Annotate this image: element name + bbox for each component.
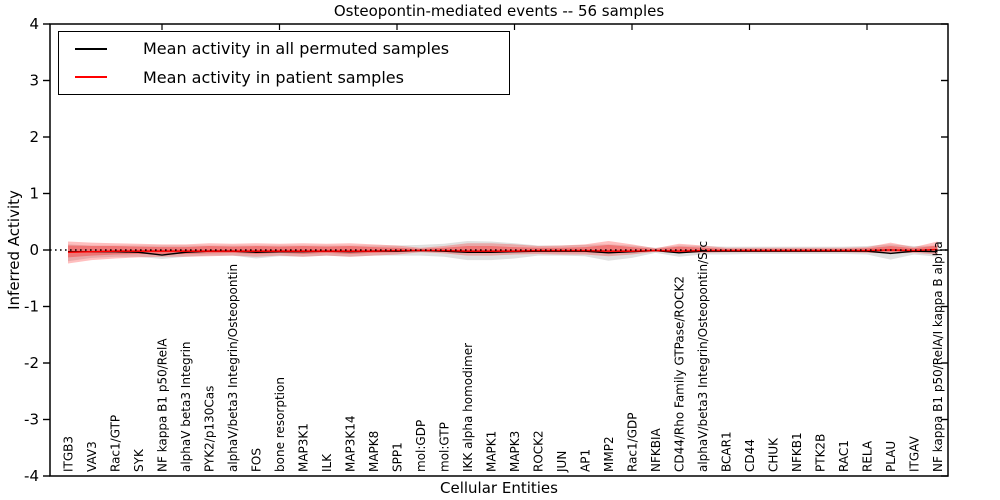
x-category-label: MAP3K1 [297,423,311,472]
y-tick-label: -3 [24,411,39,429]
x-category-label: AP1 [579,449,593,472]
y-tick-label: 4 [29,15,39,33]
x-category-label: mol:GTP [438,422,452,472]
x-category-label: bone resorption [273,377,287,472]
legend-line-red [75,76,107,79]
x-category-label: PLAU [884,441,898,472]
y-tick-label: -2 [24,354,39,372]
y-tick-label: 0 [29,241,39,259]
x-category-label: ITGB3 [62,436,76,472]
x-category-label: JUN [555,451,569,473]
legend-line-black [75,47,107,50]
legend-box: Mean activity in all permuted samples Me… [58,31,510,95]
chart-title: Osteopontin-mediated events -- 56 sample… [333,2,665,20]
x-category-label: mol:GDP [414,420,428,472]
legend-label: Mean activity in patient samples [143,67,404,87]
x-category-label: NF kappa B1 p50/RelA [156,338,170,472]
x-category-label: alphaV beta3 Integrin [179,341,193,472]
x-category-label: IKK alpha homodimer [461,343,475,472]
x-category-label: PYK2/p130Cas [203,386,217,472]
y-tick-label: 2 [29,128,39,146]
y-axis-label: Inferred Activity [5,190,23,310]
x-category-label: NF kappa B1 p50/RelA/I kappa B alpha [931,241,945,472]
x-category-label: MAPK3 [508,431,522,472]
y-tick-label: 3 [29,72,39,90]
x-category-label: CHUK [767,437,781,472]
x-category-label: alphaV/beta3 Integrin/Osteopontin [226,264,240,472]
y-tick-label: 1 [29,185,39,203]
x-category-label: MMP2 [602,436,616,472]
x-category-label: Rac1/GDP [626,413,640,472]
x-category-label: RAC1 [837,440,851,472]
x-category-label: ITGAV [908,435,922,472]
x-category-label: MAPK1 [485,431,499,472]
x-category-label: ILK [320,453,334,472]
y-tick-label: -4 [24,467,39,485]
x-category-label: BCAR1 [720,431,734,472]
x-category-label: alphaV/beta3 Integrin/Osteopontin/Src [696,241,710,472]
x-category-label: ROCK2 [532,430,546,472]
x-axis-label: Cellular Entities [440,479,558,497]
x-category-label: MAP3K14 [344,415,358,472]
x-category-label: SYK [132,448,146,472]
x-category-label: Rac1/GTP [109,415,123,472]
x-category-label: CD44 [743,439,757,472]
legend-item-patient: Mean activity in patient samples [59,63,509,91]
x-category-label: RELA [861,440,875,472]
y-tick-label: -1 [24,298,39,316]
x-category-label: SPP1 [391,442,405,472]
x-category-label: NFKB1 [790,432,804,472]
legend-label: Mean activity in all permuted samples [143,39,450,59]
x-category-label: CD44/Rho Family GTPase/ROCK2 [673,276,687,472]
x-category-label: MAPK8 [367,431,381,472]
x-category-label: NFKBIA [649,427,663,472]
x-category-label: FOS [250,448,264,472]
x-category-label: VAV3 [85,441,99,472]
line-mean-activity-in-patient-samples [67,248,938,253]
legend-item-permuted: Mean activity in all permuted samples [59,35,509,63]
x-category-label: PTK2B [814,434,828,472]
